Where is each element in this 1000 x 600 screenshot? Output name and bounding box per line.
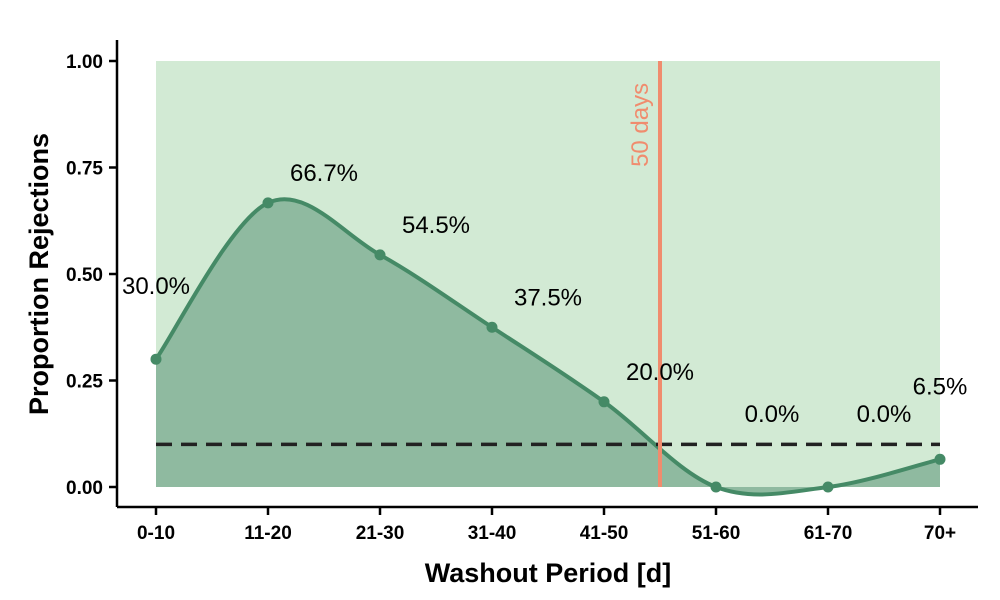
data-point-21-30 bbox=[374, 249, 386, 261]
x-tick-label: 51-60 bbox=[692, 523, 741, 544]
area-fill bbox=[156, 199, 940, 495]
marker-label: 50 days bbox=[627, 83, 654, 167]
x-axis-title: Washout Period [d] bbox=[425, 558, 671, 588]
y-tick-label: 1.00 bbox=[66, 52, 103, 73]
data-label-70+: 6.5% bbox=[913, 373, 968, 400]
x-ticks: 0-10 11-20 21-30 31-40 41-50 51-60 61-70 70+ bbox=[137, 507, 956, 544]
data-point-0-10 bbox=[150, 353, 162, 365]
data-label-61-70: 0.0% bbox=[857, 401, 912, 428]
data-point-51-60 bbox=[710, 481, 722, 493]
x-tick-label: 31-40 bbox=[468, 523, 517, 544]
y-tick-label: 0.50 bbox=[66, 265, 103, 286]
data-point-11-20 bbox=[262, 197, 274, 209]
data-point-31-40 bbox=[486, 321, 498, 333]
data-label-21-30: 54.5% bbox=[402, 212, 470, 239]
x-tick-label: 21-30 bbox=[356, 523, 405, 544]
x-tick-label: 41-50 bbox=[580, 523, 629, 544]
y-axis-title: Proportion Rejections bbox=[24, 133, 54, 415]
data-point-70+ bbox=[934, 453, 946, 465]
data-label-41-50: 20.0% bbox=[626, 359, 694, 386]
y-tick-label: 0.25 bbox=[66, 372, 103, 393]
data-label-0-10: 30.0% bbox=[122, 273, 190, 300]
data-point-41-50 bbox=[598, 396, 610, 408]
data-label-51-60: 0.0% bbox=[745, 401, 800, 428]
y-tick-label: 0.00 bbox=[66, 478, 103, 499]
data-point-61-70 bbox=[822, 481, 834, 493]
x-tick-label: 11-20 bbox=[244, 523, 292, 544]
data-points bbox=[150, 197, 946, 493]
data-label-11-20: 66.7% bbox=[290, 160, 358, 187]
data-label-31-40: 37.5% bbox=[514, 284, 582, 311]
y-tick-label: 0.75 bbox=[66, 159, 103, 180]
x-tick-label: 61-70 bbox=[804, 523, 853, 544]
data-labels: 30.0%66.7%54.5%37.5%20.0%0.0% 0.0%6.5% bbox=[122, 160, 967, 428]
x-tick-label: 70+ bbox=[924, 523, 956, 544]
y-ticks: 0.00 0.25 0.50 0.75 1.00 bbox=[66, 52, 117, 499]
x-tick-label: 0-10 bbox=[137, 523, 175, 544]
